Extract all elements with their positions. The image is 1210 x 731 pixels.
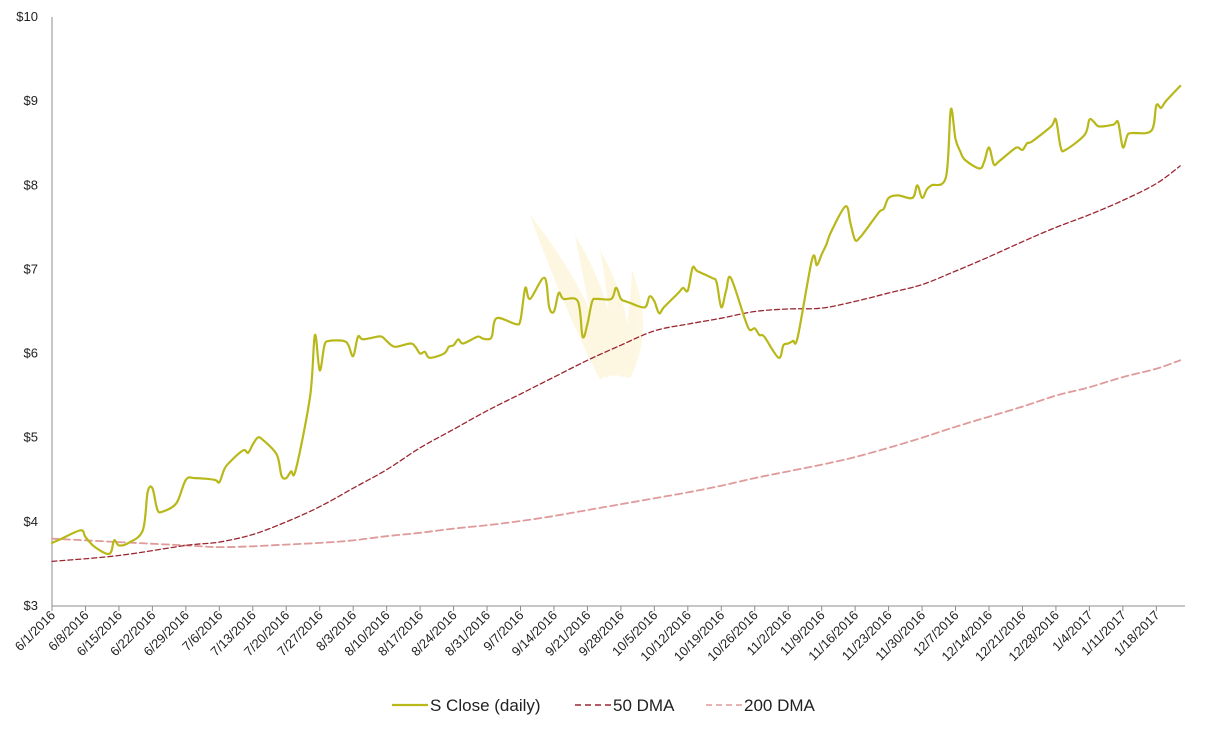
plot-area bbox=[50, 84, 1182, 563]
y-axis: $3 $4 $5 $6 $7 $8 $9 $10 bbox=[16, 9, 53, 613]
y-tick-label: $8 bbox=[24, 177, 38, 192]
y-tick-label: $4 bbox=[24, 514, 38, 529]
y-tick-label: $3 bbox=[24, 598, 38, 613]
close-price-line bbox=[50, 84, 1182, 556]
y-tick-label: $7 bbox=[24, 261, 38, 276]
dma-50-line bbox=[51, 165, 1181, 563]
dma-200-line bbox=[51, 359, 1182, 549]
x-axis: 6/1/20166/8/20166/15/20166/22/20166/29/2… bbox=[12, 605, 1185, 664]
y-tick-label: $9 bbox=[24, 93, 38, 108]
legend-label: 200 DMA bbox=[744, 696, 816, 715]
legend-label: S Close (daily) bbox=[430, 696, 541, 715]
y-tick-label: $10 bbox=[16, 9, 38, 24]
legend-label: 50 DMA bbox=[613, 696, 675, 715]
y-tick-label: $6 bbox=[24, 346, 38, 361]
y-tick-label: $5 bbox=[24, 430, 38, 445]
legend: S Close (daily) 50 DMA 200 DMA bbox=[392, 696, 816, 715]
